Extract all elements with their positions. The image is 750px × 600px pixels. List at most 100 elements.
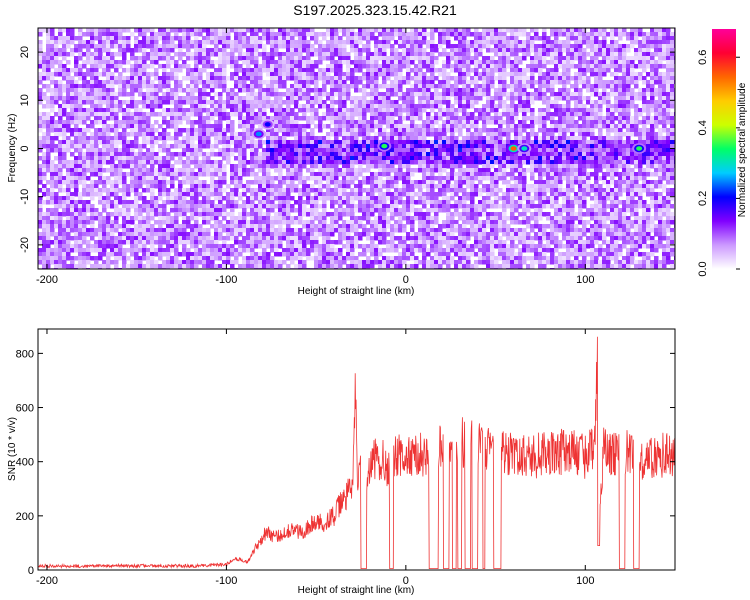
heatmap-cell	[118, 72, 123, 77]
heatmap-cell	[278, 120, 283, 125]
heatmap-cell	[614, 28, 619, 33]
heatmap-cell	[346, 116, 351, 121]
heatmap-cell	[566, 52, 571, 57]
heatmap-cell	[526, 48, 531, 53]
heatmap-cell	[166, 148, 171, 153]
heatmap-cell	[198, 120, 203, 125]
heatmap-cell	[390, 128, 395, 133]
heatmap-cell	[46, 52, 51, 57]
heatmap-cell	[338, 80, 343, 85]
heatmap-cell	[566, 96, 571, 101]
heatmap-cell	[98, 32, 103, 37]
heatmap-cell	[510, 52, 515, 57]
heatmap-cell	[494, 160, 499, 165]
heatmap-cell	[562, 136, 567, 141]
heatmap-cell	[494, 168, 499, 173]
heatmap-cell	[330, 36, 335, 41]
heatmap-cell	[454, 88, 459, 93]
heatmap-cell	[234, 140, 239, 145]
heatmap-cell	[430, 160, 435, 165]
heatmap-cell	[566, 160, 571, 165]
heatmap-cell	[362, 124, 367, 129]
heatmap-cell	[190, 104, 195, 109]
heatmap-cell	[478, 112, 483, 117]
heatmap-cell	[634, 84, 639, 89]
heatmap-cell	[98, 172, 103, 177]
heatmap-cell	[274, 112, 279, 117]
heatmap-cell	[98, 152, 103, 157]
heatmap-cell	[358, 96, 363, 101]
heatmap-cell	[418, 80, 423, 85]
heatmap-cell	[526, 116, 531, 121]
heatmap-cell	[374, 104, 379, 109]
heatmap-cell	[186, 92, 191, 97]
heatmap-cell	[606, 68, 611, 73]
heatmap-cell	[338, 40, 343, 45]
heatmap-cell	[386, 96, 391, 101]
heatmap-cell	[422, 84, 427, 89]
heatmap-cell	[78, 52, 83, 57]
heatmap-cell	[82, 116, 87, 121]
heatmap-cell	[102, 100, 107, 105]
heatmap-cell	[62, 36, 67, 41]
heatmap-cell	[358, 124, 363, 129]
heatmap-cell	[342, 160, 347, 165]
heatmap-cell	[166, 164, 171, 169]
heatmap-cell	[394, 80, 399, 85]
heatmap-cell	[602, 32, 607, 37]
heatmap-cell	[430, 148, 435, 153]
heatmap-cell	[586, 96, 591, 101]
heatmap-cell	[558, 152, 563, 157]
heatmap-cell	[546, 60, 551, 65]
heatmap-cell	[274, 64, 279, 69]
heatmap-cell	[534, 140, 539, 145]
heatmap-cell	[442, 52, 447, 57]
heatmap-cell	[402, 128, 407, 133]
heatmap-cell	[418, 36, 423, 41]
heatmap-cell	[430, 116, 435, 121]
heatmap-cell	[246, 28, 251, 33]
heatmap-cell	[534, 48, 539, 53]
heatmap-cell	[270, 144, 275, 149]
heatmap-cell	[350, 68, 355, 73]
heatmap-cell	[114, 116, 119, 121]
heatmap-cell	[330, 52, 335, 57]
heatmap-cell	[550, 48, 555, 53]
heatmap-cell	[106, 52, 111, 57]
heatmap-cell	[626, 88, 631, 93]
heatmap-cell	[462, 64, 467, 69]
heatmap-cell	[546, 136, 551, 141]
heatmap-cell	[570, 108, 575, 113]
heatmap-cell	[106, 112, 111, 117]
heatmap-cell	[106, 28, 111, 33]
heatmap-cell	[62, 88, 67, 93]
heatmap-cell	[426, 32, 431, 37]
heatmap-cell	[210, 76, 215, 81]
heatmap-cell	[502, 148, 507, 153]
heatmap-cell	[406, 124, 411, 129]
heatmap-cell	[142, 68, 147, 73]
heatmap-cell	[450, 116, 455, 121]
heatmap-cell	[274, 124, 279, 129]
heatmap-cell	[262, 164, 267, 169]
heatmap-cell	[78, 136, 83, 141]
heatmap-cell	[286, 116, 291, 121]
heatmap-cell	[362, 144, 367, 149]
heatmap-cell	[442, 112, 447, 117]
heatmap-cell	[74, 100, 79, 105]
heatmap-cell	[230, 40, 235, 45]
heatmap-cell	[502, 156, 507, 161]
heatmap-cell	[482, 164, 487, 169]
heatmap-cell	[342, 156, 347, 161]
heatmap-cell	[194, 104, 199, 109]
heatmap-cell	[526, 92, 531, 97]
heatmap-cell	[86, 128, 91, 133]
heatmap-cell	[110, 52, 115, 57]
heatmap-cell	[114, 120, 119, 125]
heatmap-cell	[294, 80, 299, 85]
heatmap-cell	[238, 124, 243, 129]
heatmap-cell	[390, 36, 395, 41]
heatmap-cell	[586, 120, 591, 125]
heatmap-cell	[574, 76, 579, 81]
